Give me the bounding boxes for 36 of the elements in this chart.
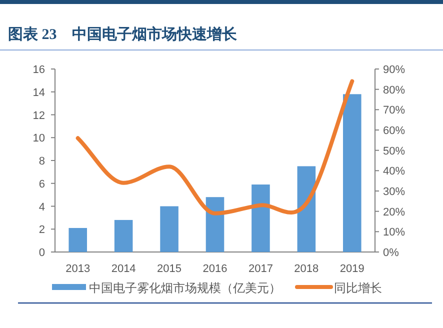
y2-tick-label: 20% (383, 206, 406, 218)
x-tick-label: 2019 (340, 263, 364, 275)
y-tick-label: 6 (38, 178, 45, 190)
y2-tick-label: 60% (383, 125, 406, 137)
y-tick-label: 10 (32, 132, 45, 145)
x-tick-label: 2016 (202, 263, 228, 275)
y-tick-label: 0 (38, 247, 45, 259)
y-tick-label: 16 (32, 64, 45, 76)
y2-tick-label: 50% (383, 145, 406, 158)
bar (297, 166, 316, 252)
y2-tick-label: 10% (383, 226, 406, 239)
bar (68, 228, 87, 252)
y2-tick-label: 70% (383, 104, 406, 117)
legend-label: 中国电子雾化烟市场规模（亿美元） (89, 281, 281, 295)
y-tick-label: 12 (32, 110, 45, 122)
x-tick-label: 2018 (294, 263, 319, 275)
x-tick-label: 2017 (248, 263, 273, 275)
chart-title: 图表 23 中国电子烟市场快速增长 (8, 25, 238, 43)
y-tick-label: 8 (38, 156, 45, 168)
x-tick-label: 2015 (157, 263, 182, 275)
y-tick-label: 14 (32, 86, 45, 99)
bar (114, 220, 133, 252)
x-tick-label: 2014 (111, 263, 136, 275)
y-tick-label: 2 (38, 224, 45, 236)
bar (343, 94, 362, 252)
x-tick-label: 2013 (66, 263, 90, 275)
bar (160, 206, 178, 252)
bar (206, 197, 224, 252)
legend-label: 同比增长 (334, 281, 382, 295)
y2-tick-label: 90% (383, 64, 406, 76)
y-tick-label: 4 (38, 201, 45, 214)
bar (252, 184, 270, 252)
y2-tick-label: 30% (383, 186, 406, 198)
y2-tick-label: 80% (383, 84, 406, 96)
y2-tick-label: 0% (383, 247, 400, 259)
y2-tick-label: 40% (383, 166, 406, 178)
